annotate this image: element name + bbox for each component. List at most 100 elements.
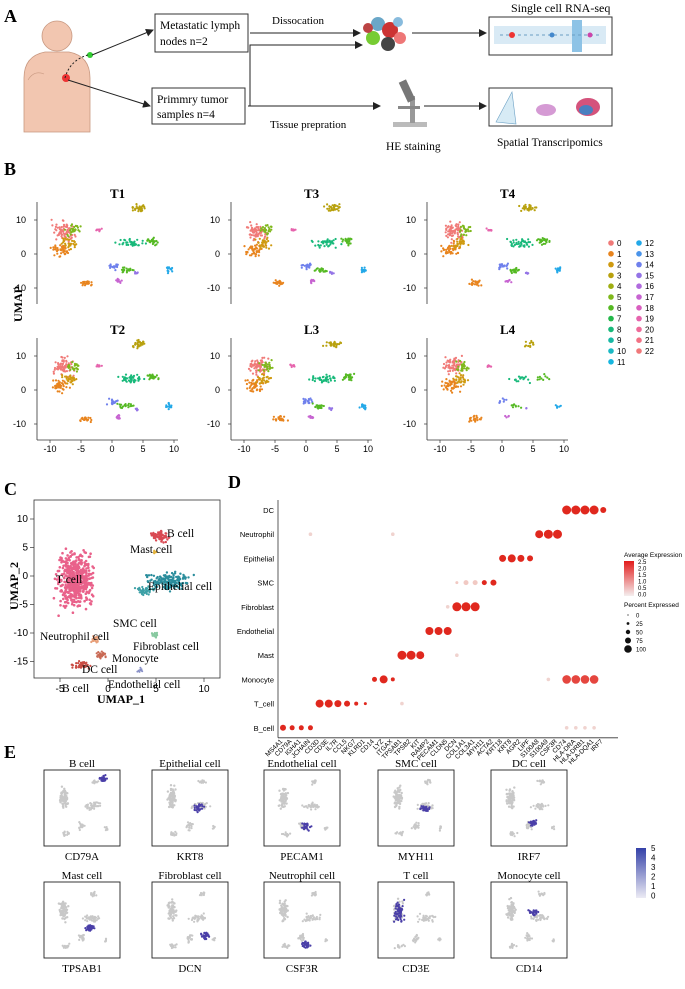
panel-b-label: B bbox=[4, 159, 16, 179]
umap-title: T1 bbox=[110, 186, 125, 201]
feature-tick: 4 bbox=[651, 854, 656, 863]
c-ytick: 5 bbox=[22, 543, 28, 554]
legend-label: 22 bbox=[645, 347, 654, 356]
legend-label: 8 bbox=[617, 325, 622, 334]
umap-ytick: 10 bbox=[210, 215, 220, 225]
umap-t1: T1 10 0 -10 bbox=[13, 186, 174, 304]
feature-tick: 3 bbox=[651, 863, 656, 872]
legend-label: 0 bbox=[617, 239, 622, 248]
umap-xtick: 5 bbox=[334, 444, 339, 454]
umap-ytick: 0 bbox=[21, 385, 26, 395]
umap-title: T4 bbox=[500, 186, 516, 201]
expr-legend: Average Expression 2.52.01.51.00.50.0 Pe… bbox=[624, 552, 682, 654]
celltype-label: Monocyte bbox=[112, 653, 159, 665]
panel-c-xlabel: UMAP_1 bbox=[97, 692, 145, 706]
dot bbox=[546, 677, 551, 682]
pct-swatch bbox=[625, 629, 631, 635]
dot bbox=[461, 602, 471, 612]
umap-ytick: 10 bbox=[210, 351, 220, 361]
panel-e-label: E bbox=[4, 742, 16, 762]
umap-ytick: 0 bbox=[411, 249, 416, 259]
tissue-label: Tissue prepration bbox=[270, 119, 347, 131]
dot bbox=[553, 529, 562, 539]
panel-a: A Metastatic lymph nodes n=2 Primmry tum… bbox=[4, 1, 613, 153]
dotplot: DC Neutrophil Epithelial SMC Fibroblast Endot… bbox=[237, 500, 618, 766]
legend-label: 9 bbox=[617, 336, 622, 345]
dot bbox=[425, 627, 434, 635]
legend-swatch bbox=[636, 326, 642, 333]
legend-label: 5 bbox=[617, 293, 622, 302]
umap-t2: T2 10 0 -10 -10 -5 0 5 10 bbox=[13, 322, 179, 454]
expr-tick: 0.5 bbox=[638, 586, 647, 592]
dotplot-row-label: Monocyte bbox=[241, 675, 274, 684]
dot bbox=[583, 726, 587, 730]
dot bbox=[298, 725, 304, 731]
c-ytick: 0 bbox=[22, 571, 28, 582]
dotplot-row-label: Epithelial bbox=[244, 554, 275, 563]
dot bbox=[397, 650, 407, 660]
dot bbox=[452, 602, 462, 612]
feature-title: Epithelial cell bbox=[159, 758, 220, 770]
dot bbox=[280, 724, 286, 731]
legend-label: 6 bbox=[617, 304, 622, 313]
umap-ytick: -10 bbox=[13, 283, 26, 293]
feature-title: T cell bbox=[403, 870, 428, 882]
metastatic-line2: nodes n=2 bbox=[160, 36, 208, 48]
dot bbox=[400, 701, 404, 706]
c-xtick: 0 bbox=[105, 684, 111, 695]
celltype-label: Epithelial cell bbox=[148, 581, 212, 593]
umap-xtick: 5 bbox=[530, 444, 535, 454]
feature-plot: Monocyte cell CD14 bbox=[490, 870, 568, 975]
c-ytick: 10 bbox=[17, 514, 29, 525]
panel-a-label: A bbox=[4, 6, 17, 26]
legend-swatch bbox=[608, 272, 614, 279]
feature-gene: KRT8 bbox=[177, 851, 204, 863]
legend-swatch bbox=[636, 294, 642, 300]
human-body-icon bbox=[23, 20, 93, 133]
pct-tick: 25 bbox=[636, 622, 643, 628]
dot bbox=[562, 675, 571, 684]
celltype-label: Endothelial cell bbox=[108, 679, 181, 691]
legend-swatch bbox=[608, 240, 614, 246]
umap-title: T3 bbox=[304, 186, 320, 201]
dot bbox=[390, 677, 395, 682]
dot bbox=[543, 529, 553, 539]
dotplot-row-label: B_cell bbox=[254, 724, 275, 733]
microscope-icon bbox=[393, 79, 427, 127]
feature-gradient-bar bbox=[636, 848, 646, 898]
dot bbox=[406, 650, 416, 660]
feature-plot: DC cell IRF7 bbox=[490, 758, 568, 863]
panel-e: E B cell CD79A Epithelial cell KRT8 Endothel… bbox=[4, 742, 656, 975]
legend-label: 11 bbox=[617, 358, 626, 367]
expr-tick: 0.0 bbox=[638, 593, 647, 599]
dotplot-row-label: SMC bbox=[257, 579, 274, 588]
feature-tick: 5 bbox=[651, 844, 656, 853]
primary-box bbox=[151, 87, 246, 125]
pct-legend-title: Percent Expressed bbox=[624, 602, 679, 609]
umap-title: T2 bbox=[110, 322, 125, 337]
dot bbox=[443, 627, 452, 635]
feature-title: DC cell bbox=[512, 758, 546, 770]
legend-swatch bbox=[608, 251, 614, 257]
umap-xtick: -5 bbox=[77, 444, 85, 454]
feature-gene: DCN bbox=[178, 963, 201, 975]
panel-b: B UMAP T1100-10T3100-10T4100-10T2100-10-… bbox=[4, 159, 654, 454]
panel-c-ylabel: UMAP_2 bbox=[7, 562, 21, 610]
c-ytick: -10 bbox=[14, 628, 29, 639]
dot bbox=[344, 700, 351, 707]
dot bbox=[372, 676, 377, 682]
celltype-label: B cell bbox=[167, 528, 194, 540]
legend-swatch bbox=[636, 261, 642, 268]
dot bbox=[455, 653, 459, 657]
legend-swatch bbox=[636, 283, 642, 290]
umap-title: L4 bbox=[500, 322, 516, 337]
feature-plot: Neutrophil cell CSF3R bbox=[263, 870, 341, 975]
legend-label: 17 bbox=[645, 293, 654, 302]
expr-tick: 2.0 bbox=[638, 567, 647, 573]
dot bbox=[363, 702, 367, 706]
dot bbox=[499, 554, 507, 562]
dot bbox=[580, 505, 590, 515]
legend-label: 16 bbox=[645, 282, 654, 291]
